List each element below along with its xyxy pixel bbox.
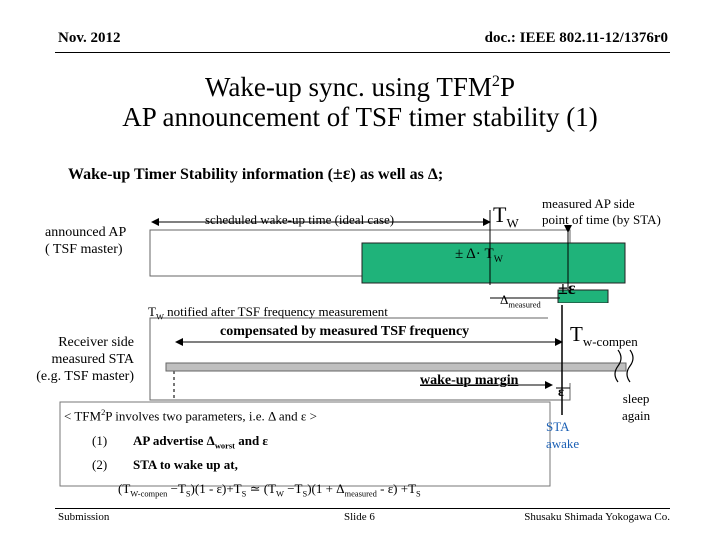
notes-item2-num: (2) [92,457,108,472]
header-rule [55,52,670,53]
tw-compen-label: Tw-compen [570,322,638,350]
footer-slide-number: Slide 6 [344,511,375,523]
scheduled-label: scheduled wake-up time (ideal case) [205,212,395,227]
footer-rule [55,508,670,509]
notes-item1-text: AP advertise Δworst and ε [133,433,268,451]
compensated-label: compensated by measured TSF frequency [220,324,470,339]
measured-ap-label: measured AP side point of time (by STA) [542,196,661,227]
green-window-top [361,242,626,284]
slide-title-line2: AP announcement of TSF timer stability (… [122,102,598,132]
notes-item2-text: STA to wake up at, [133,457,238,472]
subtitle: Wake-up Timer Stability information (±ε)… [68,163,444,183]
squiggle-2 [626,349,634,383]
footer-submission: Submission [58,511,110,523]
footer-author: Shusaku Shimada Yokogawa Co. [524,511,670,523]
slide-title-line1: Wake-up sync. using TFM2P [205,72,515,102]
delta-measured-label: Δmeasured [500,292,541,310]
header-date: Nov. 2012 [58,30,121,46]
receiver-label: Receiver side measured STA (e.g. TSF mas… [36,335,134,384]
sleep-again-label: sleep again [622,391,651,423]
tw-label: TW [493,202,519,231]
pm-eps-label: ±ε [558,278,576,298]
notes-intro: < TFM2P involves two parameters, i.e. Δ … [64,407,317,424]
notes-item1-num: (1) [92,433,108,448]
notes-box [59,401,551,487]
pm-delta-tw: ± Δ· TW [455,246,503,265]
announced-ap-label: announced AP ( TSF master) [45,225,127,257]
squiggle-1 [614,349,622,383]
header-doc-id: doc.: IEEE 802.11-12/1376r0 [484,30,668,46]
sta-awake-label: STA awake [546,419,580,451]
wakeup-margin-label: wake-up margin [420,373,519,388]
tw-notified-label: TW notified after TSF frequency measurem… [148,304,388,322]
receiver-box [149,317,571,401]
wakeup-formula: (TW-compen −TS)(1 - ε)+TS ≃ (TW −TS)(1 +… [118,481,421,499]
eps-small-label: ε [558,385,564,400]
timeline-bar [165,362,627,372]
